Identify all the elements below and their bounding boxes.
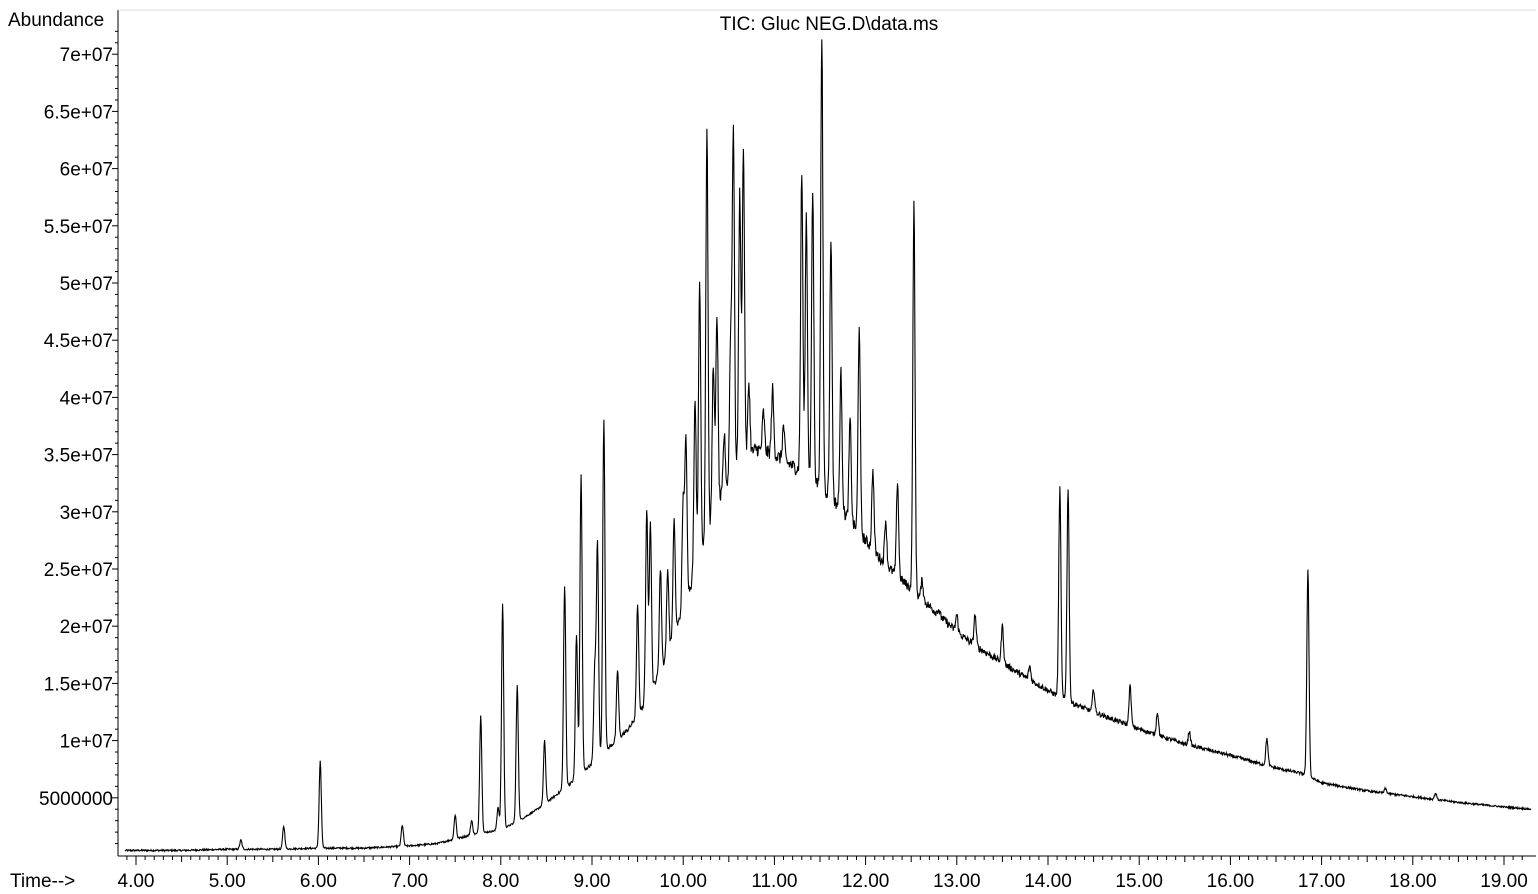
x-tick-label: 11.00	[751, 871, 797, 892]
x-axis-label: Time-->	[10, 871, 75, 892]
y-tick-label: 6.5e+07	[44, 102, 113, 123]
chart-title: TIC: Gluc NEG.D\data.ms	[720, 14, 939, 35]
y-tick-label: 6e+07	[60, 160, 113, 181]
y-tick-label: 7e+07	[60, 45, 113, 66]
x-tick-label: 4.00	[118, 871, 155, 892]
x-tick-label: 8.00	[482, 871, 519, 892]
y-tick-label: 5.5e+07	[44, 217, 113, 238]
y-tick-label: 3e+07	[60, 503, 113, 524]
x-tick-label: 15.00	[1115, 871, 1163, 892]
tick-marks	[112, 30, 1523, 865]
tick-labels: 5000000 1e+07 1.5e+07 2e+07 2.5e+07 3e+07 3.5e…	[39, 45, 1528, 892]
x-tick-label: 18.00	[1389, 871, 1437, 892]
y-tick-label: 2e+07	[60, 617, 113, 638]
x-tick-label: 7.00	[391, 871, 428, 892]
x-tick-label: 9.00	[574, 871, 611, 892]
x-tick-label: 10.00	[659, 871, 707, 892]
y-tick-label: 4e+07	[60, 388, 113, 409]
tic-trace	[124, 39, 1532, 853]
y-tick-label: 5e+07	[60, 274, 113, 295]
axes	[117, 9, 1536, 857]
y-tick-label: 1.5e+07	[44, 674, 113, 695]
x-tick-label: 19.00	[1480, 871, 1528, 892]
x-tick-label: 13.00	[933, 871, 981, 892]
y-axis-label: Abundance	[8, 10, 104, 31]
x-tick-label: 16.00	[1207, 871, 1255, 892]
y-tick-label: 3.5e+07	[44, 446, 113, 467]
y-tick-label: 4.5e+07	[44, 331, 113, 352]
x-tick-label: 17.00	[1298, 871, 1346, 892]
x-tick-label: 12.00	[842, 871, 890, 892]
y-tick-label: 2.5e+07	[44, 560, 113, 581]
x-tick-label: 14.00	[1024, 871, 1072, 892]
y-tick-label: 5000000	[39, 789, 113, 810]
x-tick-label: 6.00	[300, 871, 337, 892]
y-tick-label: 1e+07	[60, 732, 113, 753]
x-tick-label: 5.00	[209, 871, 246, 892]
